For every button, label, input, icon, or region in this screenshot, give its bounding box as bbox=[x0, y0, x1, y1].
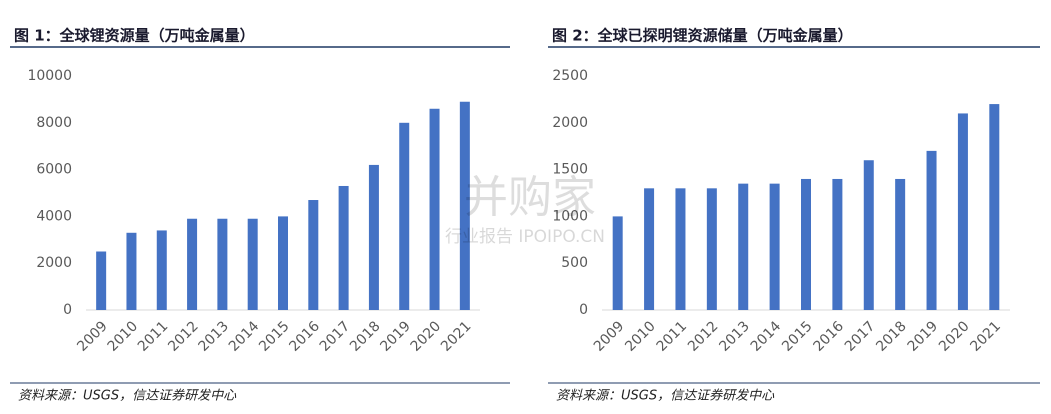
bar bbox=[429, 108, 440, 310]
bar bbox=[399, 122, 410, 310]
chart-title: 图 1：全球锂资源量（万吨金属量） bbox=[14, 27, 255, 45]
bar bbox=[278, 216, 288, 310]
source: 资料来源：USGS，信达证券研发中心 bbox=[18, 389, 237, 404]
x-tick-label: 2021 bbox=[438, 318, 475, 355]
x-tick-label: 2012 bbox=[685, 318, 722, 355]
source: 资料来源：USGS，信达证券研发中心 bbox=[556, 389, 775, 404]
bar bbox=[338, 185, 349, 310]
bar bbox=[96, 251, 107, 310]
x-tick-label: 2016 bbox=[286, 318, 323, 355]
x-tick-label: 2009 bbox=[591, 318, 628, 355]
bar bbox=[926, 150, 937, 310]
y-tick-label: 500 bbox=[561, 255, 588, 271]
x-tick-label: 2018 bbox=[347, 318, 384, 355]
bar bbox=[612, 216, 623, 310]
x-tick-label: 2013 bbox=[196, 318, 233, 355]
bar bbox=[895, 178, 906, 310]
chart: 图 1：全球锂资源量（万吨金属量） 资料来源：USGS，信达证券研发中心 0 2000… bbox=[10, 27, 510, 404]
x-tick-label: 2010 bbox=[622, 318, 659, 355]
x-tick-label: 2020 bbox=[408, 318, 445, 355]
bar bbox=[217, 218, 228, 310]
x-tick-label: 2014 bbox=[748, 318, 785, 355]
bar bbox=[989, 104, 1000, 310]
bar bbox=[308, 200, 319, 310]
bar bbox=[769, 183, 780, 310]
x-tick-label: 2011 bbox=[654, 318, 691, 355]
x-tick-label: 2011 bbox=[135, 318, 172, 355]
x-tick-label: 2017 bbox=[842, 318, 879, 355]
bar bbox=[247, 218, 258, 310]
x-tick-label: 2014 bbox=[226, 318, 263, 355]
y-tick-label: 1500 bbox=[552, 162, 588, 178]
bar bbox=[957, 113, 968, 310]
y-tick-label: 2000 bbox=[552, 115, 588, 131]
bar bbox=[126, 232, 137, 310]
x-tick-label: 2015 bbox=[256, 318, 293, 355]
bar bbox=[738, 183, 749, 310]
chart: 图 2：全球已探明锂资源储量（万吨金属量） 资料来源：USGS，信达证券研发中心 0… bbox=[548, 27, 1040, 404]
x-tick-label: 2020 bbox=[936, 318, 973, 355]
x-tick-label: 2010 bbox=[105, 318, 142, 355]
bar bbox=[156, 230, 167, 310]
x-tick-label: 2017 bbox=[317, 318, 354, 355]
y-tick-label: 4000 bbox=[36, 208, 72, 224]
x-tick-label: 2016 bbox=[811, 318, 848, 355]
bar bbox=[801, 178, 811, 310]
x-tick-label: 2015 bbox=[779, 318, 816, 355]
bar bbox=[459, 101, 470, 311]
y-tick-label: 10000 bbox=[27, 68, 72, 84]
bar bbox=[644, 188, 655, 310]
bar bbox=[368, 164, 379, 310]
watermark-title: 并购家 bbox=[464, 172, 596, 223]
bar bbox=[832, 178, 843, 310]
x-tick-label: 2018 bbox=[873, 318, 910, 355]
x-tick-label: 2019 bbox=[905, 318, 942, 355]
bar bbox=[675, 188, 686, 310]
y-tick-label: 0 bbox=[63, 302, 72, 318]
y-tick-label: 6000 bbox=[36, 162, 72, 178]
chart-title: 图 2：全球已探明锂资源储量（万吨金属量） bbox=[552, 27, 853, 45]
y-tick-label: 0 bbox=[579, 302, 588, 318]
bar bbox=[706, 188, 717, 310]
watermark-subtitle: 行业报告 IPOIPO.CN bbox=[445, 227, 605, 247]
x-tick-label: 2019 bbox=[377, 318, 414, 355]
x-tick-label: 2021 bbox=[967, 318, 1004, 355]
bar bbox=[863, 160, 874, 310]
y-tick-label: 8000 bbox=[36, 115, 72, 131]
y-tick-label: 1000 bbox=[552, 208, 588, 224]
y-tick-label: 2500 bbox=[552, 68, 588, 84]
x-tick-label: 2009 bbox=[74, 318, 111, 355]
bar bbox=[187, 218, 198, 310]
x-tick-label: 2013 bbox=[716, 318, 753, 355]
x-tick-label: 2012 bbox=[165, 318, 202, 355]
y-tick-label: 2000 bbox=[36, 255, 72, 271]
